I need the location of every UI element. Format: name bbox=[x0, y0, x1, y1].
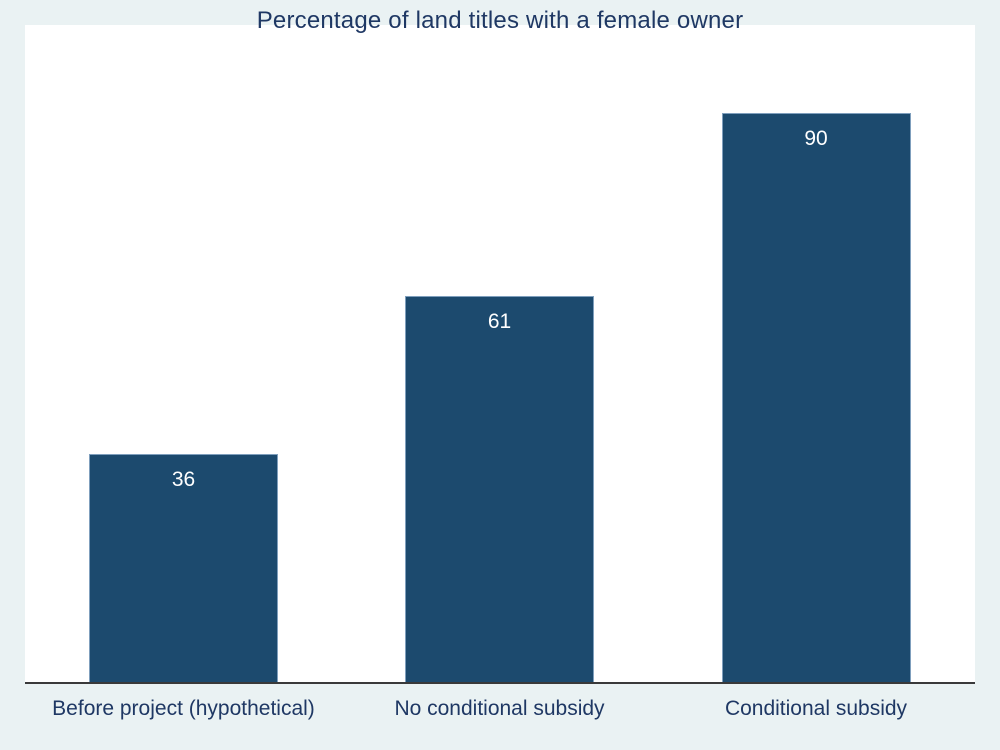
x-axis-category-label: Before project (hypothetical) bbox=[52, 697, 315, 720]
x-axis-category-label: Conditional subsidy bbox=[724, 697, 908, 720]
bar-value-label: 36 bbox=[171, 468, 196, 491]
chart-title: Percentage of land titles with a female … bbox=[256, 7, 744, 34]
x-axis-category-label: No conditional subsidy bbox=[394, 697, 605, 720]
bar: 61 bbox=[405, 296, 594, 682]
bar: 90 bbox=[721, 113, 911, 682]
bar-value-label: 61 bbox=[487, 310, 512, 333]
bar: 36 bbox=[89, 454, 278, 682]
bar-value-label: 90 bbox=[804, 127, 828, 150]
x-axis-labels: Before project (hypothetical) No conditio… bbox=[0, 697, 1000, 729]
plot-area: 36 61 90 bbox=[25, 25, 975, 684]
